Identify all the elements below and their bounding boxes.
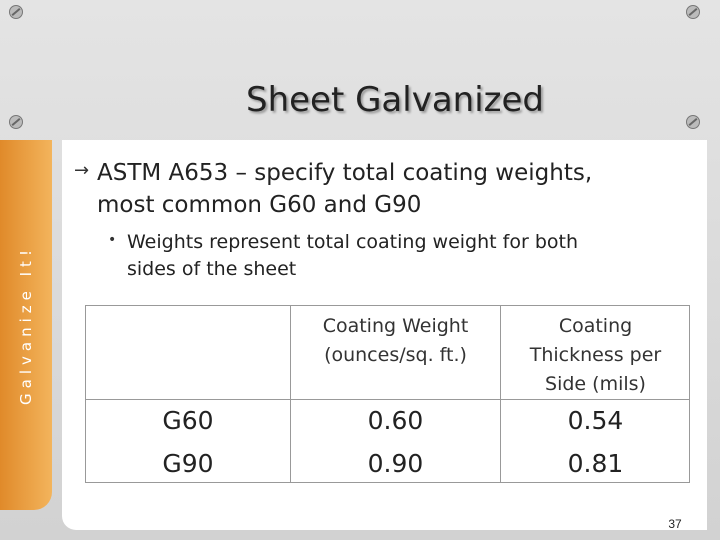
sidebar bbox=[0, 140, 52, 510]
bullet-text: ASTM A653 – specify total coating weight… bbox=[97, 160, 593, 186]
bullet-text: most common G60 and G90 bbox=[97, 192, 422, 218]
content-panel bbox=[62, 140, 707, 530]
screw bbox=[9, 5, 23, 19]
table-cell: G90 bbox=[162, 449, 214, 478]
sub-bullet-text: Weights represent total coating weight f… bbox=[127, 231, 578, 253]
sub-bullet-text: sides of the sheet bbox=[127, 258, 297, 280]
header-line: Thickness per bbox=[529, 344, 662, 366]
header-cell: Coating Weight (ounces/sq. ft.) bbox=[291, 312, 500, 370]
header-line: (ounces/sq. ft.) bbox=[324, 344, 467, 366]
table-cell: 0.90 bbox=[367, 449, 424, 478]
table-cell: 0.81 bbox=[567, 449, 624, 478]
table-cell: G60 bbox=[162, 406, 214, 435]
column-divider bbox=[500, 306, 501, 482]
screw bbox=[9, 115, 23, 129]
table-cell: 0.60 bbox=[367, 406, 424, 435]
table: Coating Weight (ounces/sq. ft.) Coating … bbox=[85, 305, 690, 483]
header-line: Side (mils) bbox=[545, 373, 646, 395]
header-divider bbox=[86, 399, 689, 400]
screw bbox=[686, 5, 700, 19]
sidebar-label: Galvanize It! bbox=[17, 245, 35, 405]
bullet-dot: • bbox=[108, 232, 117, 248]
page-number: 37 bbox=[668, 517, 682, 531]
header-line: Coating Weight bbox=[322, 315, 469, 337]
bullet-arrow: → bbox=[74, 160, 90, 181]
header-cell: Coating Thickness per Side (mils) bbox=[501, 312, 690, 399]
slide-title: Sheet Galvanized bbox=[245, 80, 545, 120]
screw bbox=[686, 115, 700, 129]
header-line: Coating bbox=[558, 315, 633, 337]
column-divider bbox=[290, 306, 291, 482]
table-cell: 0.54 bbox=[567, 406, 624, 435]
